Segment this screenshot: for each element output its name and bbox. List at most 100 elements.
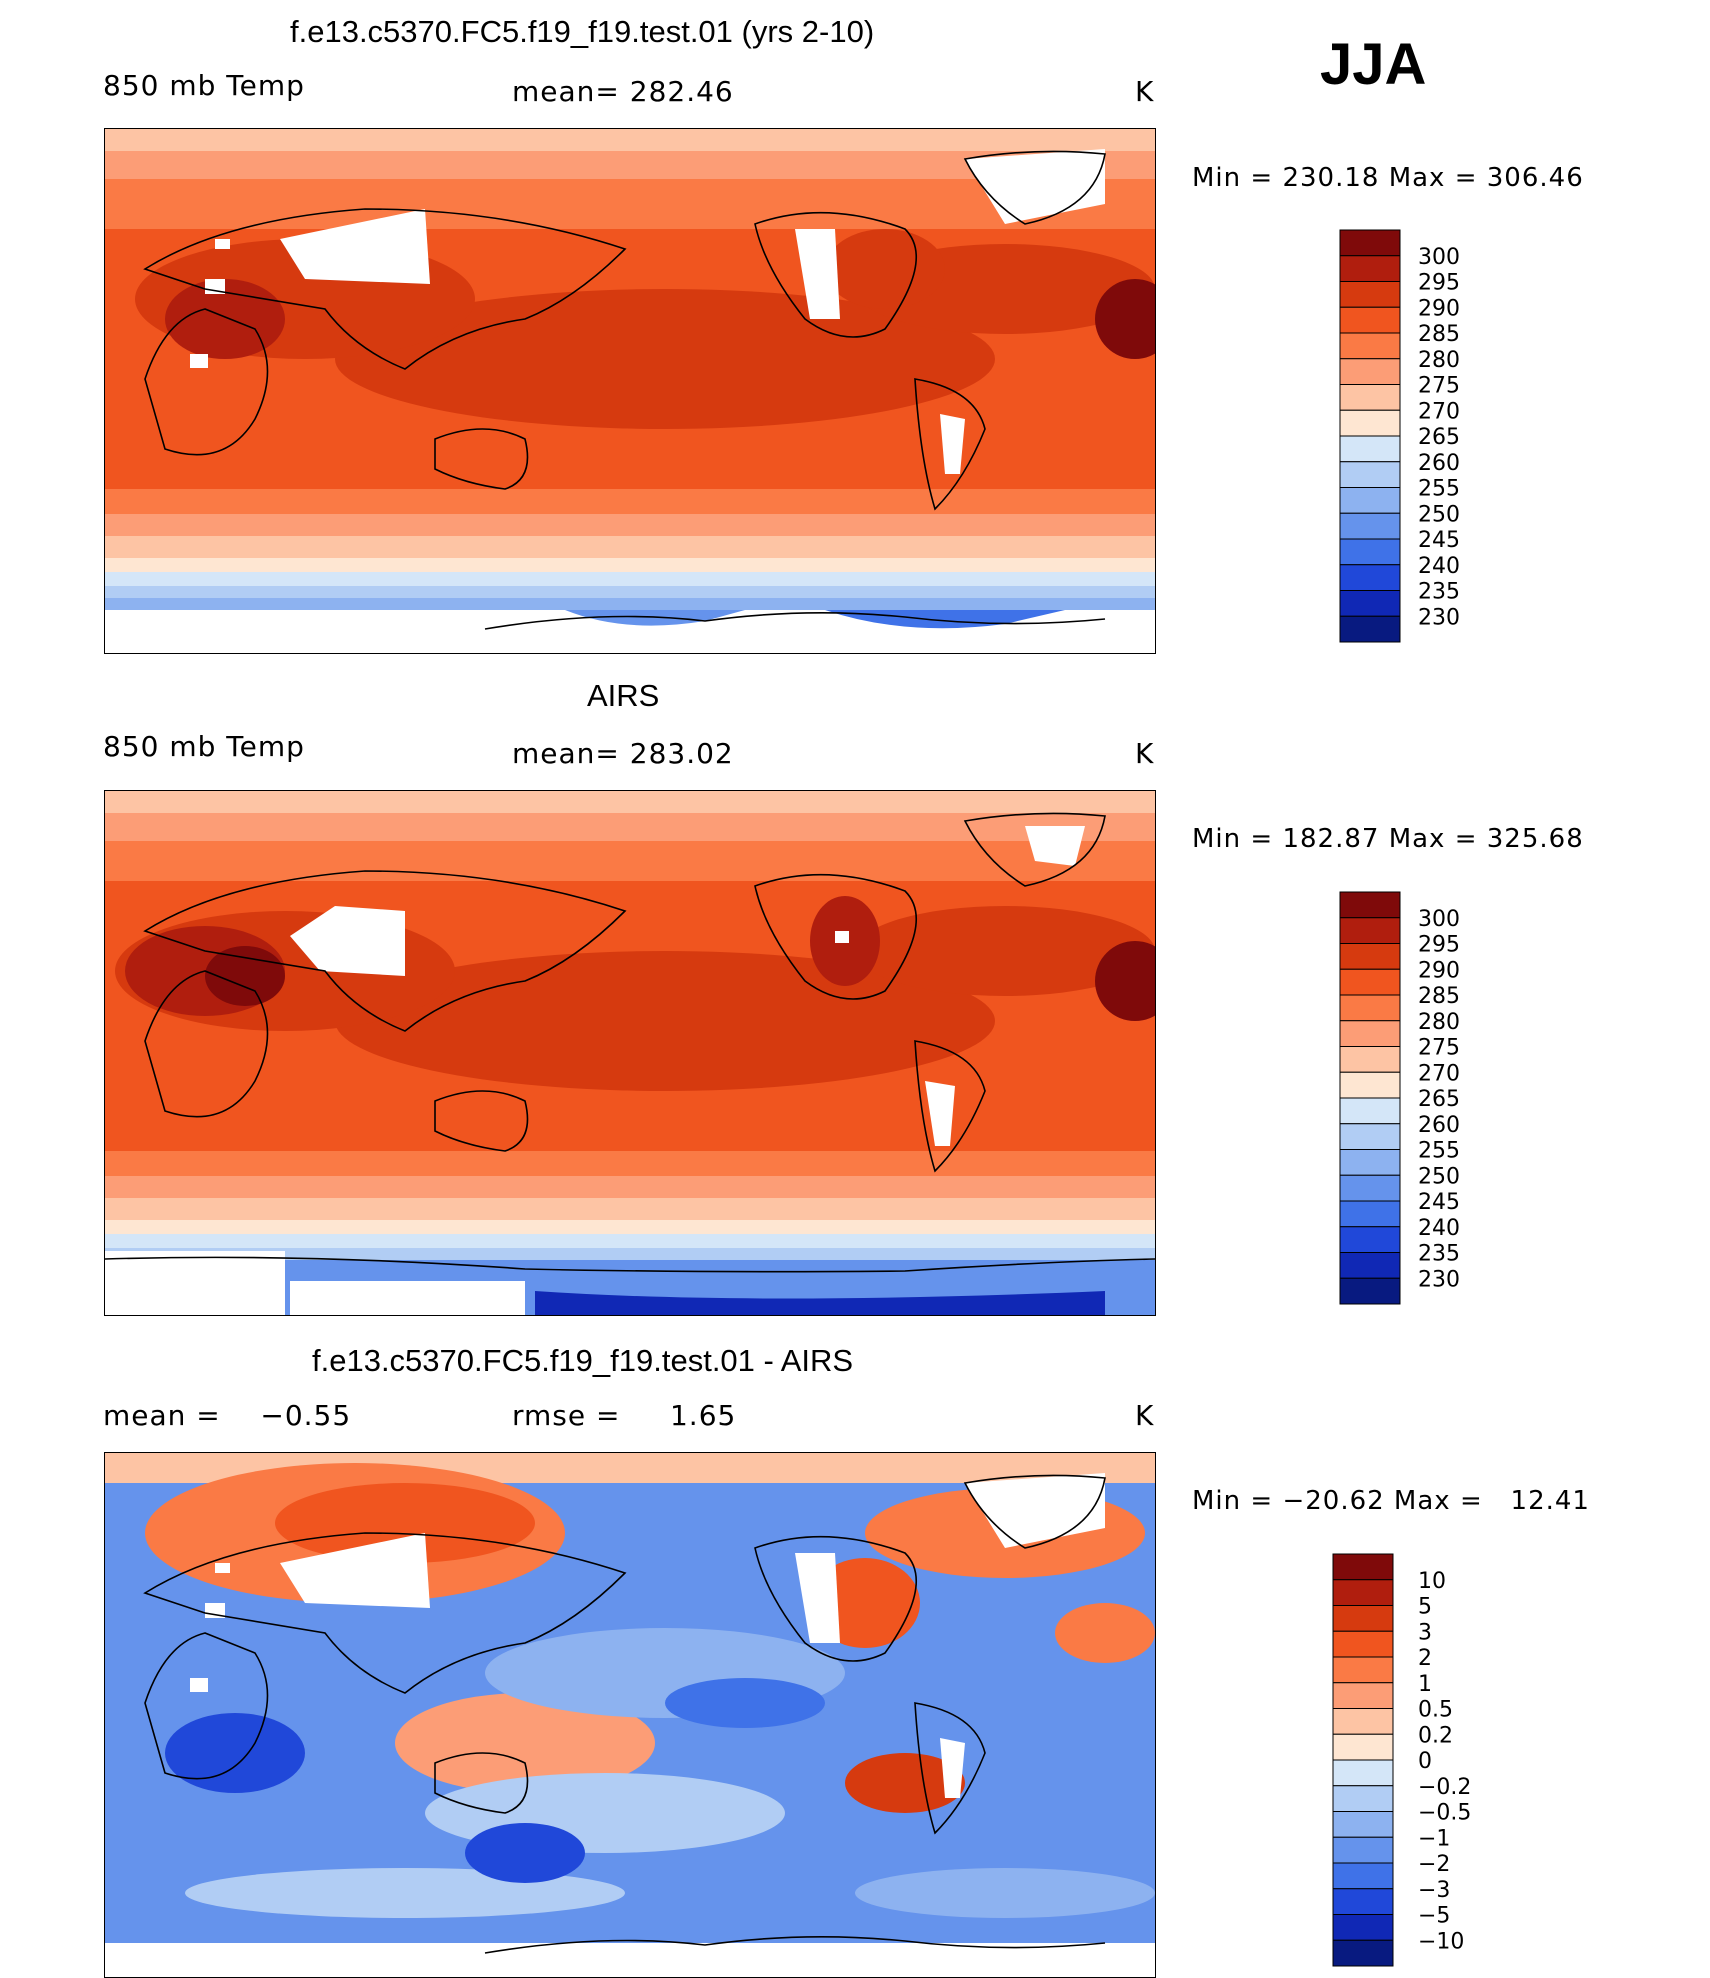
colorbar-1-segment — [1339, 590, 1401, 617]
colorbar-1-segment — [1339, 255, 1401, 282]
colorbar-1-segment — [1339, 409, 1401, 437]
colorbar-3-segment — [1332, 1579, 1394, 1606]
colorbar-2-tick-label: 300 — [1418, 907, 1460, 932]
colorbar-1-tick-label: 240 — [1418, 554, 1460, 579]
colorbar-2-tick-label: 250 — [1418, 1164, 1460, 1189]
colorbar-2-tick-label: 265 — [1418, 1087, 1460, 1112]
colorbar-2-segment — [1339, 1123, 1401, 1150]
colorbar-2-segment — [1339, 1174, 1401, 1202]
colorbar-2-segment — [1339, 1200, 1401, 1228]
panel-2-variable-label: 850 mb Temp — [103, 730, 305, 763]
colorbar-1-tick-label: 270 — [1418, 399, 1460, 424]
colorbar-3-segment — [1332, 1785, 1394, 1812]
panel-1-colorbar: 300 295 290 285 280 275 270 265 260 255 250 245 240 2… — [1339, 229, 1500, 646]
colorbar-1-tick-label: 290 — [1418, 296, 1460, 321]
colorbar-3-tick-label: −1 — [1418, 1826, 1450, 1851]
colorbar-2-tick-label: 235 — [1418, 1242, 1460, 1267]
colorbar-1-segment — [1339, 461, 1401, 488]
colorbar-2-tick-label: 230 — [1418, 1267, 1460, 1292]
colorbar-1-tick-label: 285 — [1418, 322, 1460, 347]
panel-2-units-label: K — [1135, 737, 1155, 770]
colorbar-2-tick-label: 270 — [1418, 1061, 1460, 1086]
colorbar-2-segment — [1339, 1097, 1401, 1125]
colorbar-3-tick-label: 5 — [1418, 1595, 1432, 1620]
colorbar-1-tick-label: 255 — [1418, 477, 1460, 502]
panel-3-title: f.e13.c5370.FC5.f19_f19.test.01 - AIRS — [312, 1343, 854, 1378]
colorbar-3-segment — [1332, 1914, 1394, 1941]
colorbar-3-segment — [1332, 1733, 1394, 1761]
panel-1-variable-label: 850 mb Temp — [103, 69, 305, 102]
colorbar-2-segment — [1339, 891, 1401, 919]
colorbar-3-tick-label: 3 — [1418, 1620, 1432, 1645]
colorbar-2-tick-label: 255 — [1418, 1139, 1460, 1164]
colorbar-3-tick-label: 1 — [1418, 1672, 1432, 1697]
colorbar-1-tick-label: 235 — [1418, 580, 1460, 605]
panel-1-mean-label: mean= 282.46 — [512, 75, 734, 108]
colorbar-1-segment — [1339, 332, 1401, 360]
colorbar-3-tick-label: −5 — [1418, 1904, 1450, 1929]
colorbar-3-segment — [1332, 1553, 1394, 1581]
colorbar-1-segment — [1339, 615, 1401, 643]
colorbar-3-segment — [1332, 1836, 1394, 1864]
panel-1-map — [104, 128, 1156, 654]
colorbar-2-segment — [1339, 917, 1401, 944]
colorbar-2-tick-label: 295 — [1418, 933, 1460, 958]
colorbar-3-tick-label: 0.2 — [1418, 1723, 1453, 1748]
colorbar-2-segment — [1339, 1277, 1401, 1305]
colorbar-3-segment — [1332, 1708, 1394, 1735]
colorbar-1-segment — [1339, 384, 1401, 411]
colorbar-2-tick-label: 260 — [1418, 1113, 1460, 1138]
panel-2-mean-label: mean= 283.02 — [512, 737, 734, 770]
colorbar-1-segment — [1339, 538, 1401, 566]
panel-2-minmax: Min = 182.87 Max = 325.68 — [1192, 824, 1584, 854]
colorbar-3-tick-label: −3 — [1418, 1878, 1450, 1903]
colorbar-3-segment — [1332, 1939, 1394, 1967]
panel-2-colorbar-svg: 3002952902852802752702652602552502452402… — [1339, 891, 1460, 1305]
colorbar-3-segment — [1332, 1656, 1394, 1684]
colorbar-3-tick-label: −0.2 — [1418, 1775, 1471, 1800]
colorbar-3-tick-label: 0.5 — [1418, 1698, 1453, 1723]
colorbar-2-tick-label: 275 — [1418, 1036, 1460, 1061]
panel-3-map — [104, 1452, 1156, 1978]
panel-1-minmax: Min = 230.18 Max = 306.46 — [1192, 163, 1584, 193]
panel-2-map — [104, 790, 1156, 1316]
colorbar-1-tick-label: 300 — [1418, 245, 1460, 270]
colorbar-2-segment — [1339, 994, 1401, 1022]
panel-3-rmse-label: rmse = 1.65 — [512, 1399, 737, 1432]
colorbar-1-segment — [1339, 487, 1401, 514]
colorbar-3-segment — [1332, 1682, 1394, 1709]
season-label: JJA — [1320, 32, 1427, 97]
colorbar-3-segment — [1332, 1862, 1394, 1890]
panel-2-title: AIRS — [587, 678, 660, 713]
colorbar-3-tick-label: 0 — [1418, 1749, 1432, 1774]
colorbar-2-segment — [1339, 1149, 1401, 1176]
colorbar-2-segment — [1339, 1226, 1401, 1253]
panel-3-mean-label: mean = −0.55 — [103, 1399, 352, 1432]
colorbar-1-segment — [1339, 564, 1401, 591]
colorbar-1-segment — [1339, 281, 1401, 308]
colorbar-2-segment — [1339, 1252, 1401, 1279]
colorbar-3-tick-label: −10 — [1418, 1929, 1464, 1954]
colorbar-1-tick-label: 265 — [1418, 425, 1460, 450]
colorbar-1-tick-label: 250 — [1418, 502, 1460, 527]
colorbar-1-tick-label: 295 — [1418, 271, 1460, 296]
colorbar-2-tick-label: 290 — [1418, 958, 1460, 983]
colorbar-1-segment — [1339, 306, 1401, 334]
colorbar-3-segment — [1332, 1630, 1394, 1658]
panel-3-minmax: Min = −20.62 Max = 12.41 — [1192, 1486, 1590, 1516]
colorbar-2-tick-label: 285 — [1418, 984, 1460, 1009]
panel-2-colorbar: 300 295 290 285 280 275 270 265 260 255 250 245 240 2… — [1339, 891, 1500, 1308]
colorbar-1-segment — [1339, 512, 1401, 540]
colorbar-3-segment — [1332, 1605, 1394, 1632]
colorbar-3-tick-label: 10 — [1418, 1569, 1446, 1594]
colorbar-1-tick-label: 230 — [1418, 605, 1460, 630]
colorbar-1-tick-label: 245 — [1418, 528, 1460, 553]
colorbar-2-segment — [1339, 1020, 1401, 1047]
colorbar-1-segment — [1339, 435, 1401, 463]
colorbar-3-segment — [1332, 1759, 1394, 1787]
colorbar-2-tick-label: 280 — [1418, 1010, 1460, 1035]
colorbar-2-segment — [1339, 1046, 1401, 1073]
panel-3-colorbar: 10 5 3 2 1 0.5 0.2 0 −0.2 −0.5 −1 −2 −3 −5 −10 — [1332, 1553, 1503, 1970]
colorbar-1-tick-label: 280 — [1418, 348, 1460, 373]
